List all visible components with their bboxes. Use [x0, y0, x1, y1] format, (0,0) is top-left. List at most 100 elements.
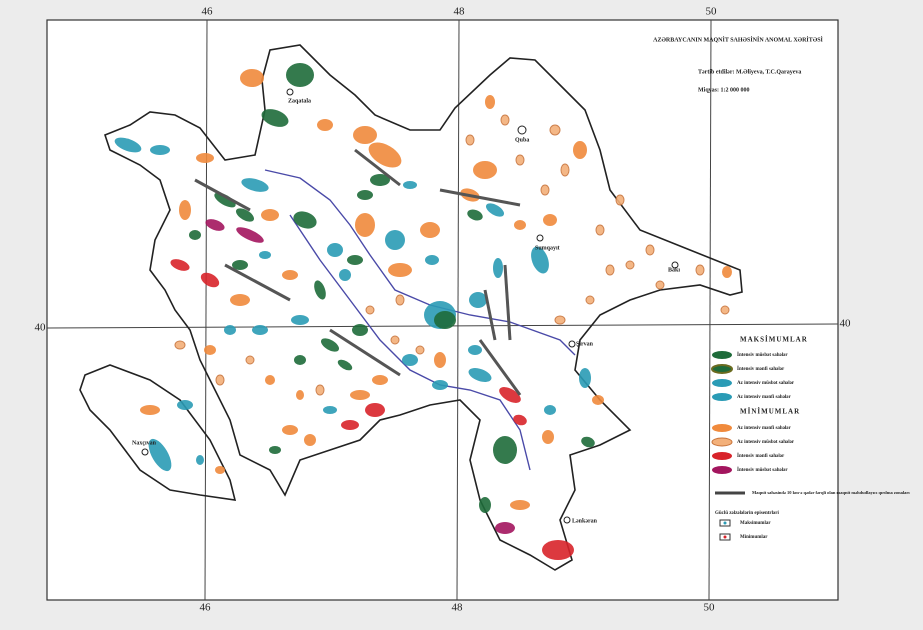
- anomaly: [625, 260, 635, 270]
- fault-line: [354, 148, 401, 187]
- anomaly: [500, 114, 510, 126]
- anomaly: [265, 375, 275, 385]
- anomaly: [467, 209, 483, 221]
- anomaly: [355, 213, 375, 237]
- cities: Zaqatala Quba Sumqayıt Bakı Şirvan Lənkə…: [132, 88, 680, 524]
- exclave-outline: [79, 364, 237, 501]
- legend-heading: MAKSİMUMLAR: [740, 336, 808, 344]
- anomaly: [241, 178, 269, 192]
- legend-heading: Güclü zəlzələlərin episentrləri: [715, 511, 779, 516]
- anomaly: [259, 251, 271, 259]
- anomaly: [515, 154, 525, 166]
- anomaly: [150, 145, 170, 155]
- legend-symbol: [711, 437, 733, 447]
- scale: Miqyas: 1:2 000 000: [698, 87, 750, 93]
- anomaly: [513, 414, 527, 426]
- legend-label: Maqnit sahəsində 10 km-ə qədər fərqli ol…: [752, 490, 910, 495]
- anomaly: [353, 126, 377, 144]
- anomaly: [148, 438, 172, 472]
- anomaly: [294, 355, 306, 365]
- anomaly: [573, 141, 587, 159]
- anomaly: [595, 224, 605, 236]
- legend-heading: MİNİMUMLAR: [740, 408, 800, 416]
- legend-symbol: [712, 452, 732, 460]
- epicenter-symbol: [723, 535, 727, 539]
- anomaly: [204, 345, 216, 355]
- city-dot: [563, 516, 571, 524]
- anomaly: [645, 244, 655, 256]
- anomaly: [368, 142, 402, 168]
- anomaly: [304, 434, 316, 446]
- anomaly: [174, 340, 186, 350]
- anomaly: [286, 63, 314, 87]
- city-dot: [671, 261, 679, 269]
- city-label: Naxçıvan: [132, 440, 157, 446]
- anomaly: [514, 220, 526, 230]
- anomaly: [261, 209, 279, 221]
- legend-label: Az intensiv mənfi sahələr: [737, 426, 792, 431]
- anomaly: [352, 324, 368, 336]
- anomaly: [432, 380, 448, 390]
- anomaly: [315, 384, 325, 396]
- anomaly: [581, 436, 595, 448]
- anomaly: [327, 243, 343, 257]
- anomaly: [240, 69, 264, 87]
- anomaly: [554, 315, 566, 325]
- anomaly: [235, 208, 255, 222]
- anomaly: [585, 295, 595, 305]
- anomaly: [232, 260, 248, 270]
- meridian-label: 48: [452, 602, 464, 614]
- anomaly: [722, 266, 732, 278]
- anomaly: [469, 292, 487, 308]
- meridian-label: 48: [454, 6, 466, 18]
- legend-label: İntensiv müsbət sahələr: [737, 467, 788, 473]
- fault-line: [224, 263, 291, 302]
- anomaly: [177, 400, 193, 410]
- anomaly: [114, 137, 142, 153]
- legend-label: İntensiv mənfi sahələr: [737, 366, 785, 372]
- anomaly: [473, 161, 497, 179]
- anomaly: [499, 387, 521, 403]
- anomaly: [350, 390, 370, 400]
- meridian: [204, 19, 208, 601]
- meridian-label: 50: [706, 6, 718, 18]
- anomaly: [236, 227, 264, 243]
- legend-label: Az intensiv mənfi sahələr: [737, 395, 792, 400]
- anomaly: [543, 214, 557, 226]
- anomaly: [215, 466, 225, 474]
- anomaly: [395, 294, 405, 306]
- city-dot: [286, 88, 294, 96]
- anomaly: [390, 335, 400, 345]
- anomaly: [189, 230, 201, 240]
- anomaly: [468, 368, 492, 382]
- city-dot: [517, 125, 527, 135]
- city-dot: [141, 448, 149, 456]
- anomaly: [720, 305, 730, 315]
- epicenter-symbol: [723, 521, 727, 525]
- title-block: AZƏRBAYCANIN MAQNİT SAHƏSİNİN ANOMAL XƏR…: [653, 36, 823, 93]
- anomaly: [372, 375, 388, 385]
- anomaly: [542, 430, 554, 444]
- anomaly: [615, 194, 625, 206]
- fault-line: [478, 339, 522, 396]
- legend-label: Az intensiv müsbət sahələr: [737, 381, 795, 386]
- anomaly: [510, 500, 530, 510]
- meridian-label: 50: [704, 602, 716, 614]
- anomaly: [542, 540, 574, 560]
- anomaly: [314, 280, 326, 300]
- anomaly: [493, 258, 503, 278]
- legend-symbol: [712, 379, 732, 387]
- legend-label: İntensiv müsbət sahələr: [737, 352, 788, 358]
- anomaly: [365, 305, 375, 315]
- river: [289, 214, 531, 471]
- anomaly: [196, 455, 204, 465]
- city-label: Lənkəran: [572, 518, 598, 524]
- legend-label: Maksimumlar: [740, 521, 771, 526]
- anomaly: [317, 119, 333, 131]
- anomaly: [531, 246, 549, 274]
- anomaly: [402, 354, 418, 366]
- river: [264, 169, 576, 356]
- anomaly: [560, 163, 570, 177]
- meridian: [456, 19, 460, 601]
- legend-symbol: [712, 351, 732, 359]
